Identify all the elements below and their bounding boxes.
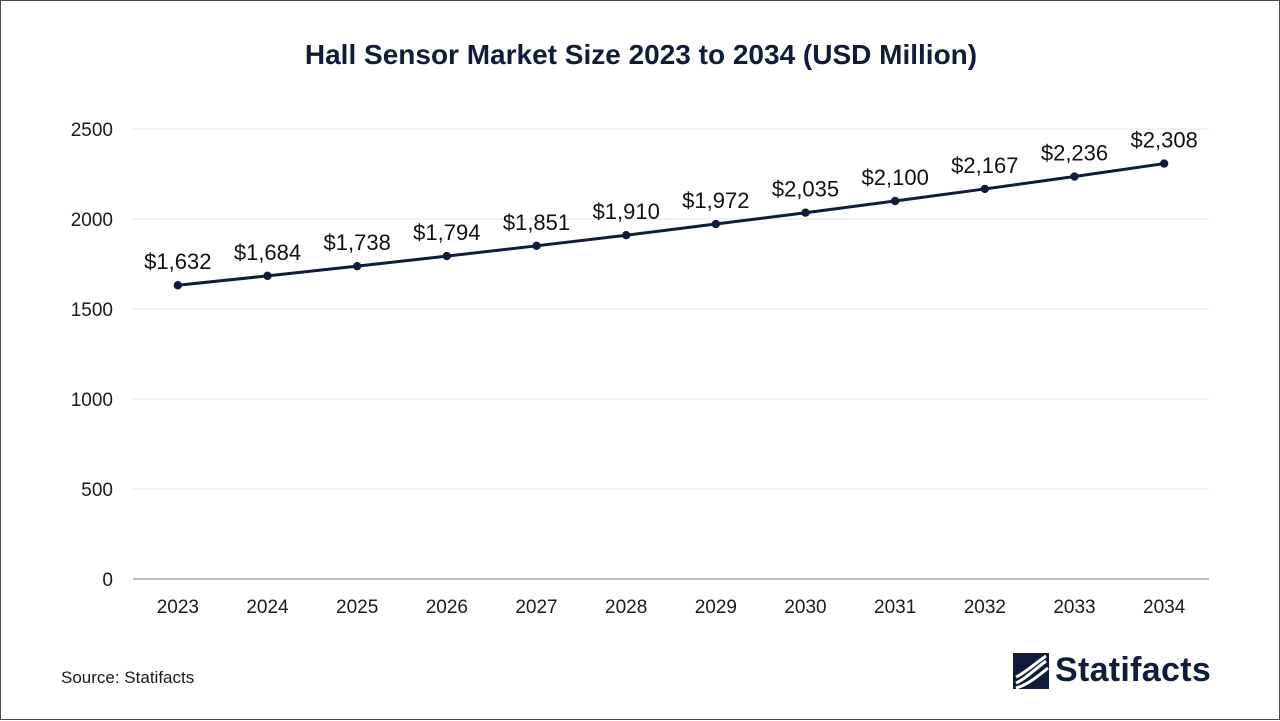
x-tick-label: 2025 [336, 597, 378, 618]
data-label: $1,910 [593, 199, 660, 224]
data-label: $1,851 [503, 210, 570, 235]
x-tick-label: 2031 [874, 597, 916, 618]
chart-title: Hall Sensor Market Size 2023 to 2034 (US… [304, 39, 978, 70]
data-label: $1,972 [682, 188, 749, 213]
data-point [1159, 159, 1169, 168]
x-tick-label: 2030 [784, 597, 826, 618]
x-tick-label: 2028 [605, 597, 647, 618]
x-axis-ticks: 2023 2024 2025 2026 2027 2028 2029 2030 2031 2032… [157, 597, 1186, 618]
y-tick-label: 1000 [71, 390, 113, 411]
gridlines [133, 128, 1209, 580]
y-tick-label: 2500 [71, 120, 113, 141]
statifacts-logo-icon [1013, 652, 1049, 689]
y-tick-label: 2000 [71, 210, 113, 231]
data-label: $2,167 [951, 153, 1018, 178]
series-line [177, 162, 1165, 287]
data-label: $2,035 [772, 177, 839, 202]
data-label: $2,308 [1131, 128, 1198, 153]
y-tick-label: 1500 [71, 300, 113, 321]
x-tick-label: 2023 [157, 597, 199, 618]
data-label: $1,738 [324, 230, 391, 255]
data-point [980, 184, 990, 194]
x-tick-label: 2027 [515, 597, 557, 618]
data-point [173, 281, 183, 290]
x-tick-label: 2033 [1053, 597, 1095, 618]
data-label: $1,794 [413, 220, 480, 245]
data-point [801, 208, 810, 217]
data-point [352, 261, 362, 271]
brand-name: Statifacts [1055, 651, 1212, 689]
data-point [711, 219, 721, 229]
data-point [532, 241, 541, 251]
data-point [1070, 172, 1079, 181]
data-point [442, 251, 452, 261]
x-tick-label: 2032 [964, 597, 1006, 618]
y-axis-ticks: 0 500 1000 1500 2000 2500 [71, 120, 113, 591]
data-label: $2,236 [1041, 141, 1108, 166]
data-label: $1,684 [234, 240, 301, 265]
x-tick-label: 2026 [426, 597, 468, 618]
data-label: $1,632 [144, 249, 211, 274]
x-tick-label: 2029 [695, 597, 737, 618]
data-point [263, 271, 272, 281]
data-point [621, 231, 631, 240]
data-point [890, 196, 900, 206]
statifacts-logo: Statifacts [1013, 651, 1211, 690]
data-label: $2,100 [862, 165, 929, 190]
y-tick-label: 500 [81, 480, 113, 501]
x-tick-label: 2034 [1143, 597, 1186, 618]
x-tick-label: 2024 [246, 597, 289, 618]
series-hall-sensor [173, 159, 1169, 290]
source-note: Source: Statifacts [61, 668, 195, 687]
data-labels: $1,632 $1,684 $1,738 $1,794 $1,851 $1,910 $1,9… [144, 128, 1198, 275]
y-tick-label: 0 [102, 570, 113, 591]
